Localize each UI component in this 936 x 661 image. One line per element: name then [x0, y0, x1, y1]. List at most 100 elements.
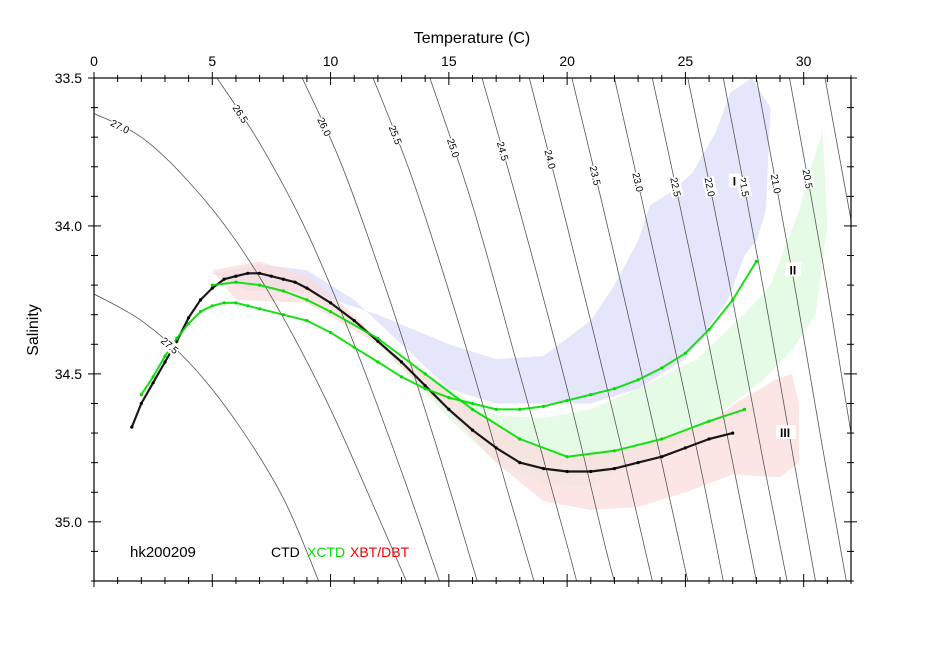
isopycnal-21.0 [756, 78, 847, 581]
isopycnal-label-21.0: 21.0 [768, 173, 782, 195]
data-point-ctd [636, 461, 640, 465]
data-point-ctd [246, 271, 250, 275]
data-point-xctd [612, 387, 617, 391]
y-tick-label: 34.5 [55, 366, 82, 382]
data-point-xctd [329, 330, 333, 335]
data-point-ctd [494, 446, 498, 450]
data-point-ctd [130, 425, 134, 429]
data-point-xctd [151, 375, 155, 379]
y-tick-label: 35.0 [55, 514, 82, 530]
data-point-xctd [222, 301, 226, 305]
x-tick-label: 10 [323, 53, 339, 69]
envelope-label-III: III [780, 426, 790, 440]
data-point-ctd [187, 316, 191, 320]
data-point-xctd [470, 401, 475, 406]
data-point-ctd [660, 455, 664, 459]
data-point-xctd [198, 310, 203, 314]
data-point-xctd [234, 280, 238, 284]
data-point-xctd [305, 319, 309, 323]
isopycnal-label-bg [629, 171, 646, 194]
envelope-label-bg [728, 173, 741, 188]
isopycnal-label-bg [701, 176, 718, 198]
data-point-ctd [163, 360, 167, 364]
isopycnal-26.0 [301, 78, 478, 581]
envelope-label-I: I [733, 175, 736, 189]
data-point-ctd [683, 446, 688, 450]
data-point-xctd [187, 322, 191, 326]
data-point-ctd [139, 401, 143, 406]
data-point-ctd [151, 381, 155, 385]
x-tick-label: 20 [559, 53, 575, 69]
isopycnal-label-bg [541, 148, 559, 171]
data-point-ctd [281, 277, 285, 281]
envelope-label-II: II [789, 263, 796, 277]
x-tick-label: 30 [796, 53, 812, 69]
x-axis-title: Temperature (C) [414, 30, 530, 47]
isopycnal-label-24.0: 24.0 [541, 149, 557, 171]
data-point-xctd [565, 455, 569, 459]
data-point-xctd [210, 283, 214, 287]
series-line-ctd-0 [130, 272, 733, 473]
data-point-xctd [731, 298, 735, 302]
isopycnal-label-bg [667, 175, 684, 199]
data-point-ctd [399, 360, 404, 364]
data-point-xctd [707, 327, 711, 332]
series-line-xctd-1 [140, 260, 758, 411]
data-point-xctd [281, 313, 285, 317]
y-tick-label: 34.0 [55, 218, 82, 234]
envelope-label-bg [776, 425, 797, 440]
x-tick-label: 15 [441, 53, 457, 69]
legend-ctd: CTD [271, 544, 300, 560]
data-point-xctd [589, 393, 593, 397]
data-point-ctd [518, 461, 522, 465]
data-point-ctd [565, 469, 569, 474]
isopycnal-label-23.0: 23.0 [629, 172, 644, 194]
isopycnal-label-27.0: 27.0 [108, 118, 131, 137]
isopycnal-unlabeled [824, 78, 851, 221]
data-point-xctd [754, 259, 759, 263]
data-point-xctd [612, 449, 617, 453]
isopycnal-label-bg [386, 123, 405, 147]
isopycnal-label-bg [494, 139, 512, 163]
isopycnal-label-bg [768, 172, 784, 195]
data-point-ctd [447, 407, 451, 411]
isopycnal-label-24.5: 24.5 [494, 141, 510, 163]
isopycnal-contours [94, 78, 851, 581]
isopycnal-label-bg [158, 334, 182, 357]
y-tick-label: 33.5 [55, 70, 82, 86]
isopycnal-label-bg [314, 115, 334, 139]
isopycnal-20.5 [789, 78, 851, 434]
isopycnal-label-22.0: 22.0 [702, 177, 717, 199]
legend-xctd: XCTD [307, 544, 345, 560]
isopycnal-22.5 [651, 78, 757, 581]
data-point-ctd [293, 280, 297, 284]
isopycnal-label-22.5: 22.5 [667, 177, 682, 199]
data-point-xctd [541, 404, 546, 408]
envelope-I [212, 78, 771, 404]
legend-xbt-dbt: XBT/DBT [350, 544, 410, 560]
isopycnal-22.0 [687, 78, 788, 581]
data-point-xctd [175, 336, 179, 340]
isopycnal-27.0 [94, 113, 407, 581]
data-point-xctd [423, 372, 427, 376]
isopycnal-21.5 [722, 78, 816, 581]
data-point-xctd [329, 310, 333, 314]
data-point-ctd [423, 384, 427, 388]
data-point-xctd [139, 393, 143, 397]
isopycnal-label-bg [229, 102, 251, 126]
isopycnal-label-bg [800, 168, 816, 190]
data-point-ctd [329, 301, 333, 305]
data-point-ctd [731, 431, 735, 435]
isopycnal-label-23.5: 23.5 [587, 165, 602, 187]
data-point-ctd [258, 271, 262, 275]
data-point-ctd [352, 319, 356, 323]
data-point-xctd [660, 437, 664, 441]
data-point-xctd [636, 378, 640, 382]
data-point-xctd [518, 407, 522, 411]
data-point-xctd [565, 398, 569, 403]
data-point-xctd [494, 407, 498, 411]
water-mass-envelopes [212, 78, 828, 510]
isopycnal-label-26.0: 26.0 [314, 116, 332, 139]
